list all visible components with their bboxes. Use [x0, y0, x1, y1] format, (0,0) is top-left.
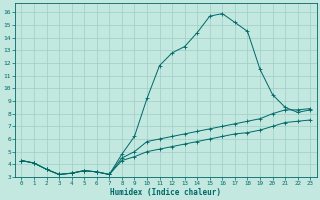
- X-axis label: Humidex (Indice chaleur): Humidex (Indice chaleur): [110, 188, 221, 197]
